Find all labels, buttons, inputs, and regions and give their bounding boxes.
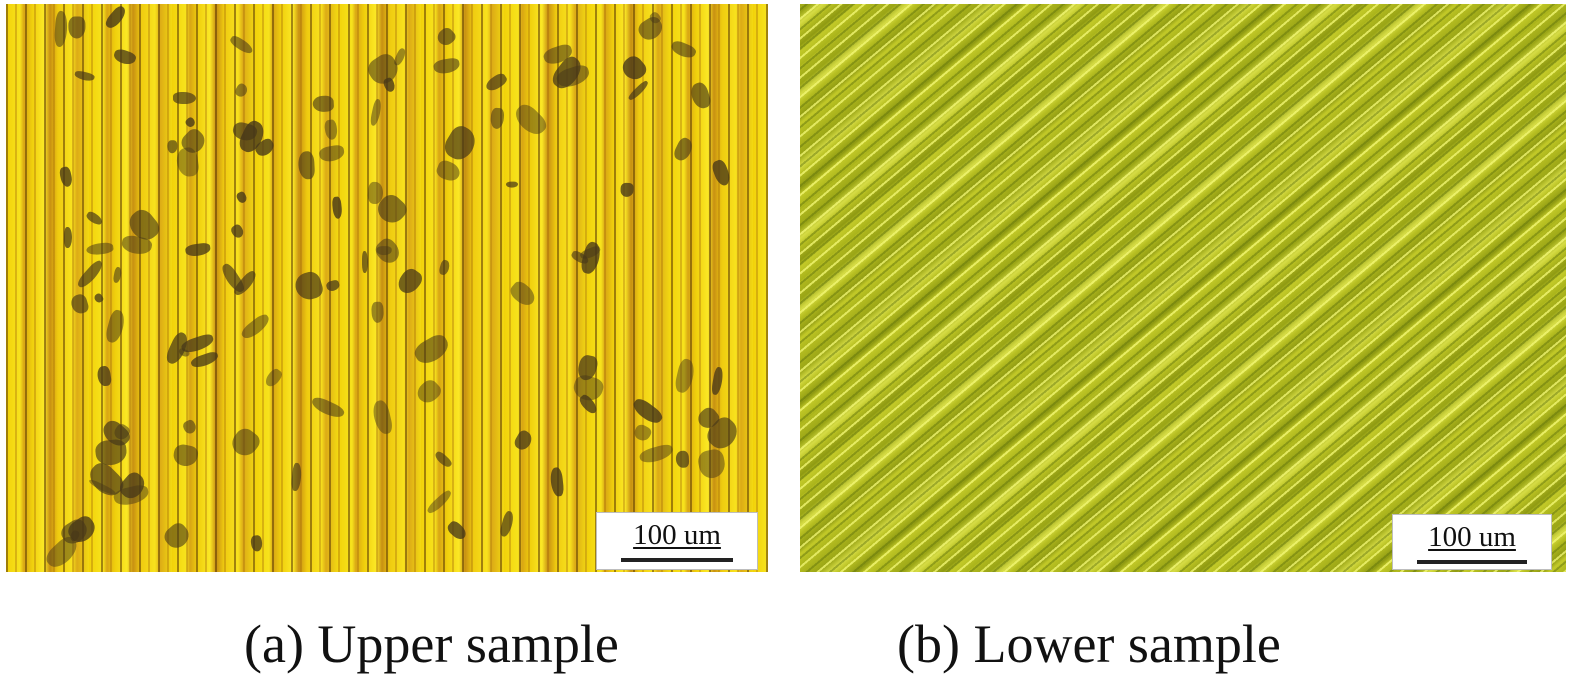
lower-sample-micrograph: 100 um — [800, 4, 1566, 572]
scale-bar-a — [621, 558, 733, 562]
lower-sample-surface-image — [800, 4, 1566, 572]
wear-debris-spot — [312, 95, 335, 113]
scale-bar-b — [1417, 560, 1527, 564]
wear-debris-spot — [172, 92, 197, 104]
caption-lower-sample: (b) Lower sample — [897, 614, 1281, 674]
scale-bar-box-a: 100 um — [596, 512, 758, 570]
wear-debris-spot — [361, 251, 368, 273]
wear-debris-spot — [619, 182, 634, 197]
scale-bar-box-b: 100 um — [1392, 514, 1552, 570]
caption-upper-sample: (a) Upper sample — [244, 614, 619, 674]
upper-sample-micrograph: 100 um — [6, 4, 768, 572]
scale-bar-label-b: 100 um — [1428, 521, 1516, 553]
scale-bar-label-a: 100 um — [633, 519, 721, 551]
wear-debris-spot — [675, 450, 690, 469]
